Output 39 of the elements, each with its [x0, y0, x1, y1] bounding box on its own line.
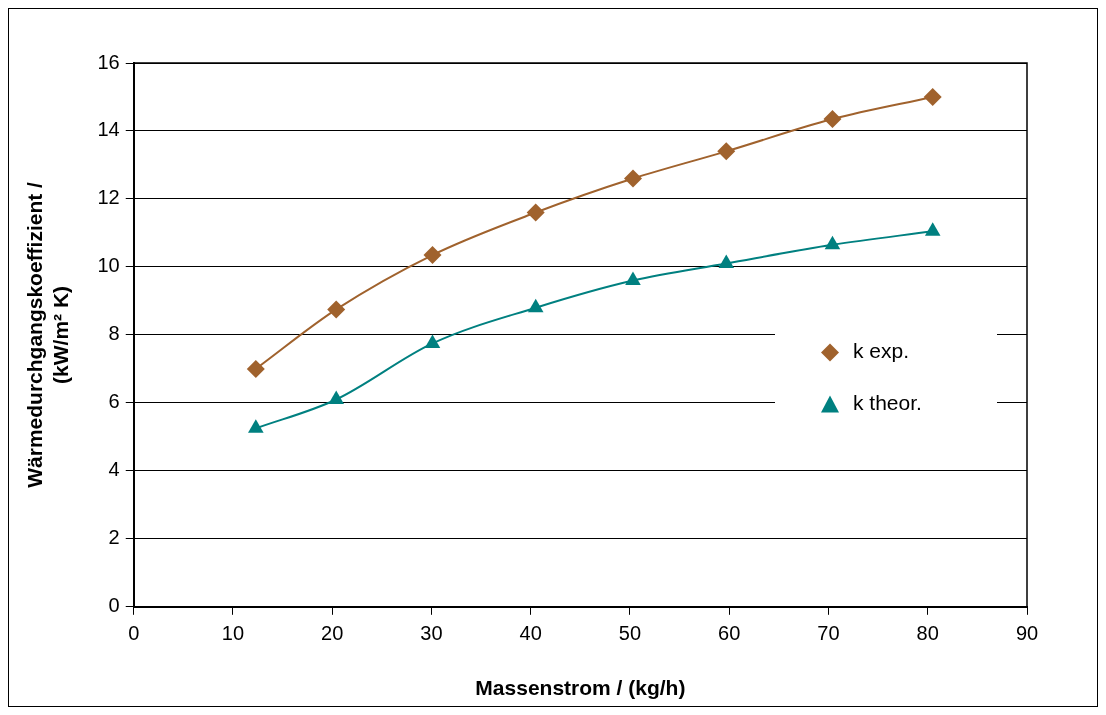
x-tick-label: 70 — [817, 622, 840, 645]
legend-label: k theor. — [853, 391, 922, 415]
y-tick-label: 2 — [108, 526, 120, 549]
point — [328, 390, 345, 404]
point — [718, 254, 735, 269]
x-tick-label: 10 — [221, 622, 245, 645]
x-tick-label: 50 — [618, 622, 642, 645]
x-tick-label: 60 — [718, 622, 741, 645]
point — [823, 110, 842, 129]
point — [924, 222, 941, 236]
y-tick-label: 16 — [97, 50, 120, 73]
legend-label: k exp. — [853, 339, 910, 363]
point — [527, 298, 544, 313]
x-tick-label: 20 — [321, 622, 344, 645]
point — [623, 169, 642, 188]
y-tick-label: 4 — [108, 458, 120, 481]
y-tick-label: 0 — [108, 594, 120, 617]
point — [717, 142, 736, 161]
point — [246, 359, 265, 378]
y-tick-label: 6 — [108, 390, 120, 413]
x-tick-label: 80 — [916, 622, 939, 645]
x-tick-label: 0 — [128, 622, 140, 645]
point — [327, 300, 346, 319]
point — [923, 87, 942, 106]
point — [424, 334, 441, 348]
point — [248, 419, 264, 433]
point — [824, 235, 841, 250]
point — [625, 271, 641, 286]
x-tick-label: 30 — [420, 622, 443, 645]
point — [423, 246, 442, 265]
x-tick-label: 40 — [519, 622, 542, 645]
y-tick-label: 10 — [97, 254, 120, 277]
y-tick-label: 12 — [97, 186, 120, 209]
x-tick-label: 90 — [1015, 622, 1039, 645]
y-axis-title: Wärmedurchgangskoeffizient / (kW/m² K) — [22, 181, 73, 488]
y-tick-label: 8 — [108, 322, 120, 345]
y-tick-label: 14 — [97, 118, 120, 141]
point — [526, 203, 545, 222]
x-axis-title: Massenstrom / (kg/h) — [475, 676, 686, 700]
